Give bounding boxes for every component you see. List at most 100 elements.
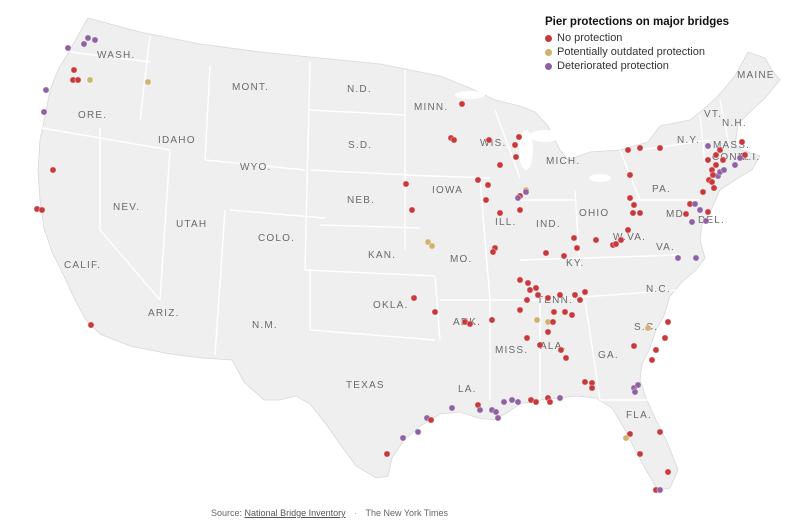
marker-no-protection <box>710 184 718 192</box>
marker-no-protection <box>612 240 620 248</box>
marker-no-protection <box>484 181 492 189</box>
state-label: MONT. <box>232 82 269 93</box>
state-label: IOWA <box>432 185 463 196</box>
marker-deteriorated-protection <box>674 254 682 262</box>
marker-deteriorated-protection <box>494 414 502 422</box>
marker-no-protection <box>624 226 632 234</box>
state-label: WIS. <box>480 138 506 149</box>
marker-deteriorated-protection <box>414 428 422 436</box>
marker-no-protection <box>636 450 644 458</box>
marker-no-protection <box>383 450 391 458</box>
state-label: N.Y. <box>677 135 700 146</box>
state-border <box>99 128 161 301</box>
state-border <box>304 269 436 277</box>
lake <box>519 130 533 170</box>
marker-no-protection <box>450 136 458 144</box>
lake <box>530 130 560 142</box>
map-svg: WASH. ORE. CALIF. NEV. IDAHO MONT. WYO. UTAH ARI… <box>33 17 781 494</box>
marker-no-protection <box>573 244 581 252</box>
marker-outdated-protection <box>644 324 652 332</box>
marker-no-protection <box>546 398 554 406</box>
marker-no-protection <box>716 146 724 154</box>
state-label: MICH. <box>546 156 580 167</box>
marker-no-protection <box>532 398 540 406</box>
state-label: VA. <box>656 242 675 253</box>
marker-deteriorated-protection <box>704 142 712 150</box>
legend-item-outdated-protection: Potentially outdated protection <box>545 45 729 59</box>
state-label: COLO. <box>258 233 295 244</box>
marker-no-protection <box>516 276 524 284</box>
legend-title: Pier protections on major bridges <box>545 16 730 28</box>
marker-no-protection <box>699 188 707 196</box>
marker-no-protection <box>656 144 664 152</box>
marker-outdated-protection <box>424 238 432 246</box>
marker-no-protection <box>581 378 589 386</box>
state-border <box>404 174 491 179</box>
legend-dot-purple <box>545 62 552 70</box>
state-label: W.VA. <box>613 232 646 243</box>
marker-outdated-protection <box>533 316 541 324</box>
legend-label: Deteriorated protection <box>557 60 669 72</box>
legend-dot-tan <box>545 48 552 56</box>
state-border <box>229 209 326 219</box>
source-link[interactable]: National Bridge Inventory <box>244 508 346 518</box>
state-label: NEB. <box>347 195 375 206</box>
state-label: CONN. <box>712 152 750 163</box>
marker-deteriorated-protection <box>736 154 744 162</box>
state-label: N.M. <box>252 320 278 331</box>
marker-no-protection <box>709 171 717 179</box>
marker-no-protection <box>544 294 552 302</box>
marker-no-protection <box>431 308 439 316</box>
marker-no-protection <box>741 151 749 159</box>
marker-deteriorated-protection <box>522 188 530 196</box>
marker-no-protection <box>636 144 644 152</box>
marker-no-protection <box>544 328 552 336</box>
legend: Pier protections on major bridges No pro… <box>545 16 729 73</box>
marker-no-protection <box>581 288 589 296</box>
marker-no-protection <box>636 209 644 217</box>
marker-no-protection <box>560 252 568 260</box>
state-border <box>139 35 151 121</box>
state-label: IND. <box>536 219 561 230</box>
state-border <box>204 65 211 161</box>
marker-no-protection <box>712 151 720 159</box>
marker-no-protection <box>526 286 534 294</box>
marker-no-protection <box>408 206 416 214</box>
marker-no-protection <box>624 146 632 154</box>
marker-no-protection <box>576 296 584 304</box>
marker-no-protection <box>629 209 637 217</box>
marker-deteriorated-protection <box>448 404 456 412</box>
marker-deteriorated-protection <box>688 218 696 226</box>
marker-no-protection <box>562 354 570 362</box>
state-label: CALIF. <box>64 260 101 271</box>
bridge-markers <box>33 34 749 494</box>
marker-no-protection <box>523 296 531 304</box>
state-label: PA. <box>652 184 671 195</box>
marker-deteriorated-protection <box>91 36 99 44</box>
us-bridge-map: WASH. ORE. CALIF. NEV. IDAHO MONT. WYO. UTAH ARI… <box>33 17 781 494</box>
marker-no-protection <box>571 291 579 299</box>
marker-no-protection <box>708 178 716 186</box>
marker-no-protection <box>516 306 524 314</box>
marker-no-protection <box>630 201 638 209</box>
marker-outdated-protection <box>428 242 436 250</box>
marker-no-protection <box>592 236 600 244</box>
state-label: ARIZ. <box>148 308 180 319</box>
marker-no-protection <box>474 176 482 184</box>
marker-no-protection <box>626 430 634 438</box>
marker-no-protection <box>49 166 57 174</box>
marker-no-protection <box>626 194 634 202</box>
state-label: DEL. <box>698 215 725 226</box>
marker-no-protection <box>516 206 524 214</box>
marker-no-protection <box>630 342 638 350</box>
marker-no-protection <box>496 161 504 169</box>
marker-no-protection <box>523 334 531 342</box>
state-label: WASH. <box>97 50 135 61</box>
marker-deteriorated-protection <box>80 40 88 48</box>
state-borders <box>41 35 731 401</box>
state-border <box>479 177 491 301</box>
state-label: N.C. <box>646 284 671 295</box>
state-label: OKLA. <box>373 300 408 311</box>
marker-no-protection <box>656 428 664 436</box>
marker-no-protection <box>738 138 746 146</box>
